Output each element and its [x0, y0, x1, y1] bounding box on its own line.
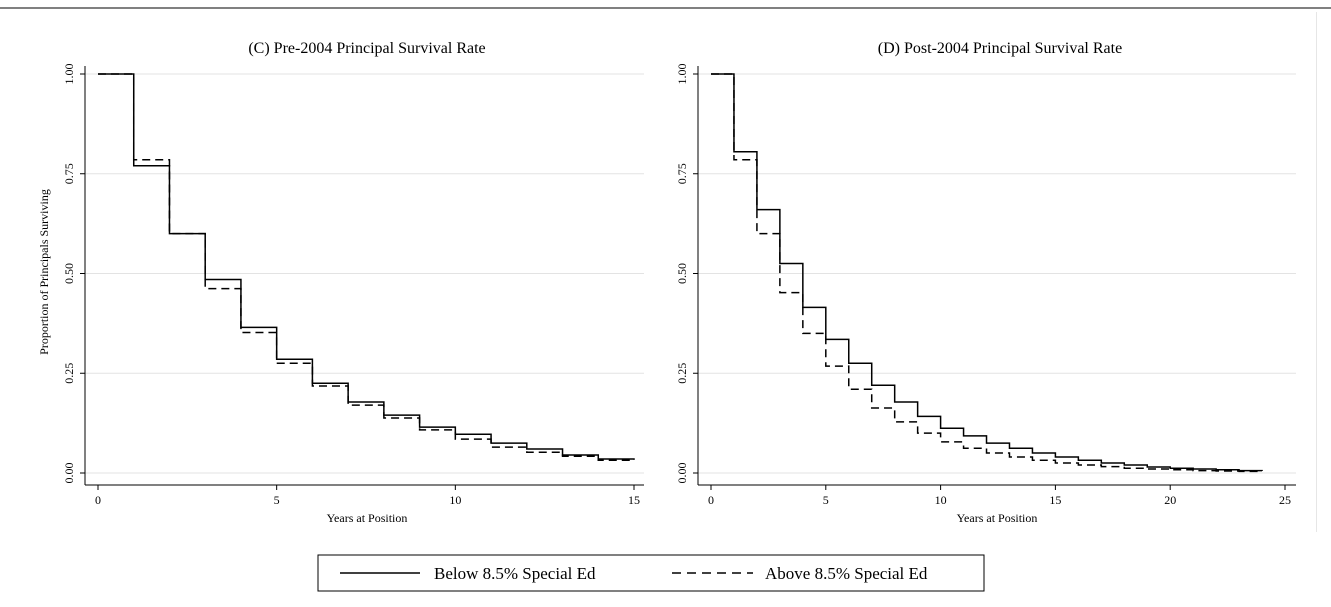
y-tick-label: 0.75: [675, 163, 689, 184]
legend: Below 8.5% Special Ed Above 8.5% Special…: [317, 554, 985, 592]
y-tick-label: 0.50: [62, 263, 76, 284]
panel-pre-2004: (C) Pre-2004 Principal Survival Rate Pro…: [37, 40, 644, 525]
series-below-line: [711, 73, 1263, 472]
y-ticks: 0.00 0.25 0.50 0.75 1.00: [62, 64, 85, 484]
legend-label-below: Below 8.5% Special Ed: [434, 564, 596, 583]
y-tick-label: 0.00: [62, 463, 76, 484]
gridlines: [85, 73, 644, 474]
series-above-line: [711, 73, 1263, 473]
x-ticks: 0 5 10 15: [95, 485, 640, 507]
series-group: [711, 73, 1263, 473]
y-tick-label: 1.00: [675, 64, 689, 85]
y-tick-label: 0.75: [62, 163, 76, 184]
gridlines: [698, 73, 1296, 474]
panel-title: (C) Pre-2004 Principal Survival Rate: [248, 40, 485, 57]
x-axis-label: Years at Position: [327, 511, 408, 525]
page-right-border: [1316, 12, 1317, 532]
x-ticks: 0 5 10 15 20 25: [708, 485, 1291, 507]
legend-box: [317, 554, 985, 592]
panel-post-2004: (D) Post-2004 Principal Survival Rate Ye…: [675, 40, 1296, 525]
panel-title: (D) Post-2004 Principal Survival Rate: [878, 40, 1122, 57]
legend-label-above: Above 8.5% Special Ed: [765, 564, 928, 583]
y-tick-label: 0.50: [675, 263, 689, 284]
x-tick-label: 15: [1049, 493, 1061, 507]
series-below-line: [98, 73, 635, 460]
x-tick-label: 10: [935, 493, 947, 507]
x-tick-label: 20: [1164, 493, 1176, 507]
x-tick-label: 0: [95, 493, 101, 507]
series-group: [98, 73, 635, 462]
series-above-line: [98, 73, 635, 462]
x-tick-label: 15: [628, 493, 640, 507]
axes: [697, 66, 1296, 486]
y-tick-label: 0.25: [675, 363, 689, 384]
axes: [84, 66, 644, 486]
y-tick-label: 0.00: [675, 463, 689, 484]
y-tick-label: 1.00: [62, 64, 76, 85]
x-tick-label: 0: [708, 493, 714, 507]
y-ticks: 0.00 0.25 0.50 0.75 1.00: [675, 64, 698, 484]
x-tick-label: 10: [449, 493, 461, 507]
x-tick-label: 5: [823, 493, 829, 507]
y-axis-label: Proportion of Principals Surviving: [37, 189, 51, 355]
x-tick-label: 5: [274, 493, 280, 507]
x-tick-label: 25: [1279, 493, 1291, 507]
x-axis-label: Years at Position: [957, 511, 1038, 525]
y-tick-label: 0.25: [62, 363, 76, 384]
